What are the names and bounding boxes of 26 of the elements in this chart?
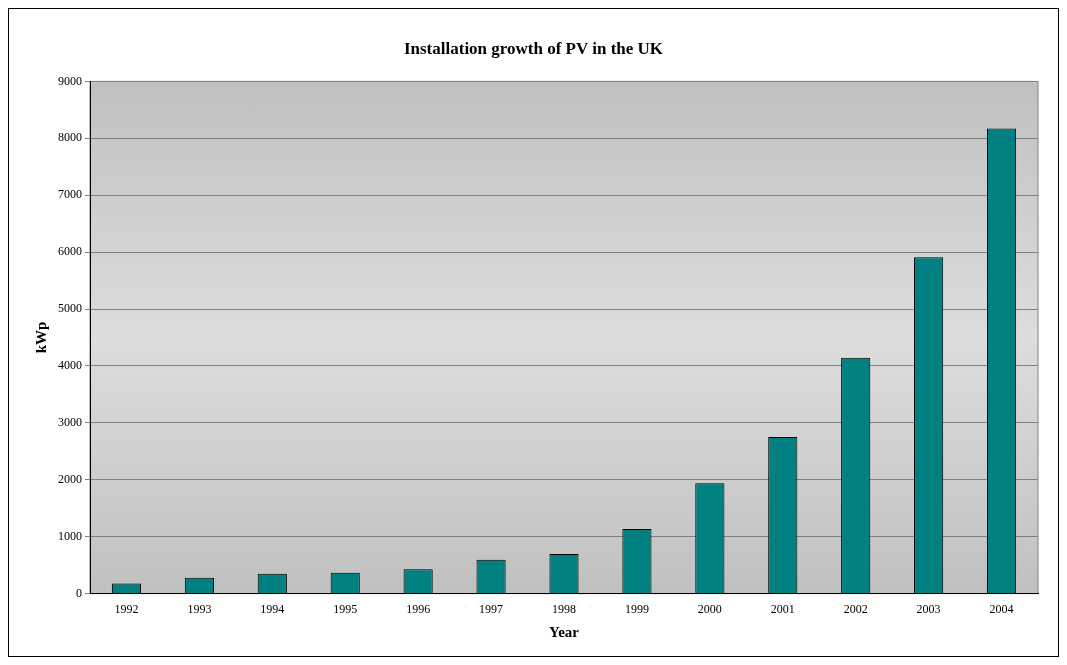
x-tick-label: 1996 xyxy=(406,601,431,616)
y-tick-label: 4000 xyxy=(58,358,82,373)
x-tick-label: 1999 xyxy=(624,601,649,616)
x-tick-label: 1992 xyxy=(114,601,139,616)
x-axis-title: Year xyxy=(549,623,580,640)
x-tick-label: 1994 xyxy=(260,601,285,616)
x-tick-label: 2002 xyxy=(843,601,868,616)
x-tick-label: 2003 xyxy=(916,601,941,616)
y-tick-label: 2000 xyxy=(58,471,82,486)
x-tick-label: 1993 xyxy=(187,601,212,616)
chart-title: Installation growth of PV in the UK xyxy=(403,38,664,58)
y-tick-label: 6000 xyxy=(58,244,82,259)
x-tick-label: 1998 xyxy=(552,601,576,616)
y-axis-title: kWp xyxy=(32,321,49,354)
y-tick-label: 3000 xyxy=(58,415,82,430)
y-tick-label: 5000 xyxy=(58,301,82,316)
y-tick-label: 8000 xyxy=(58,130,82,145)
x-tick-label: 2001 xyxy=(770,601,795,616)
x-tick-label: 2000 xyxy=(697,601,722,616)
x-tick-label: 1997 xyxy=(479,601,504,616)
y-tick-label: 7000 xyxy=(58,187,82,202)
y-tick-label: 0 xyxy=(76,585,82,600)
x-tick-label: 2004 xyxy=(989,601,1014,616)
y-tick-label: 1000 xyxy=(58,528,82,543)
y-tick-label: 9000 xyxy=(58,73,82,88)
x-tick-label: 1995 xyxy=(333,601,358,616)
